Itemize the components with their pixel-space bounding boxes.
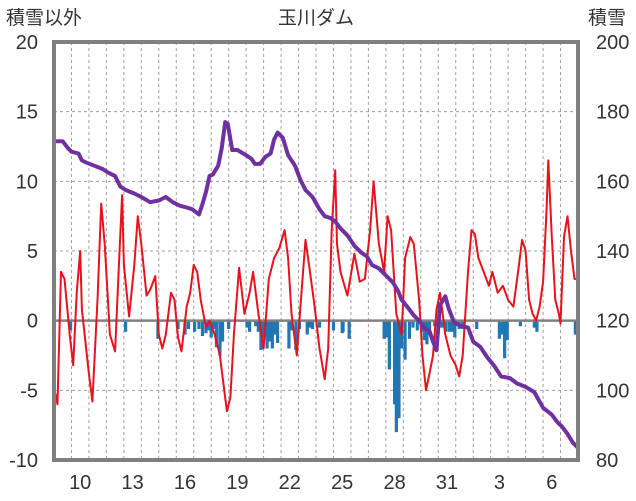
- y-right-tick-label: 200: [596, 32, 629, 54]
- precip-bar: [425, 320, 429, 345]
- precip-bar: [411, 320, 415, 328]
- precip-bar: [268, 320, 272, 342]
- precip-bar: [227, 320, 231, 330]
- precip-bar: [387, 320, 391, 370]
- precip-bar: [270, 320, 274, 349]
- y-left-tick-label: -10: [9, 450, 38, 472]
- precip-bar: [532, 320, 536, 328]
- x-tick-label: 25: [331, 472, 353, 494]
- x-tick-label: 3: [494, 472, 505, 494]
- x-axis-ticks: 10 13 16 19 22 25 28 31 3 6: [69, 472, 557, 494]
- precip-bar: [497, 320, 501, 339]
- precip-bar: [289, 320, 294, 331]
- y-left-tick-label: 20: [16, 32, 38, 54]
- x-tick-label: 31: [436, 472, 458, 494]
- precip-bar: [518, 320, 522, 327]
- precip-bar: [503, 320, 507, 359]
- y-axis-right-ticks: 200 180 160 140 120 100 80: [596, 32, 629, 472]
- precip-bar: [394, 320, 398, 433]
- y-axis-left-ticks: 20 15 10 5 0 -5 -10: [9, 32, 38, 472]
- precip-bar: [317, 320, 322, 328]
- series-line-snow: [52, 120, 580, 450]
- precip-bar: [305, 320, 309, 335]
- precip-bar: [450, 320, 454, 332]
- x-tick-label: 10: [69, 472, 91, 494]
- precip-bar: [206, 320, 211, 331]
- y-right-tick-label: 100: [596, 380, 629, 402]
- precip-bar: [176, 320, 180, 330]
- y-right-tick-label: 180: [596, 102, 629, 124]
- precip-bar: [220, 320, 225, 342]
- precip-bar: [448, 320, 452, 332]
- y-right-tick-label: 140: [596, 241, 629, 263]
- precip-bar: [245, 320, 249, 328]
- precip-bar: [197, 320, 201, 330]
- precip-bar: [200, 320, 205, 336]
- y-left-tick-label: -5: [20, 380, 38, 402]
- precip-bar: [68, 320, 73, 331]
- precip-bar: [275, 320, 280, 343]
- precip-bar: [415, 320, 419, 331]
- y-left-tick-label: 0: [27, 311, 38, 333]
- y-left-tick-label: 15: [16, 102, 38, 124]
- precip-bar: [382, 320, 386, 339]
- precip-bar: [331, 320, 336, 331]
- y-right-tick-label: 120: [596, 311, 629, 333]
- series-line-temp: [53, 159, 578, 413]
- precip-bar: [407, 320, 412, 339]
- precip-bar: [444, 320, 448, 332]
- precip-bar: [193, 320, 197, 332]
- x-tick-label: 28: [383, 472, 405, 494]
- gridlines: [54, 42, 578, 460]
- precip-bar: [505, 320, 509, 341]
- y-left-tick-label: 5: [27, 241, 38, 263]
- precip-bar: [341, 320, 345, 332]
- precip-bar: [209, 320, 213, 338]
- x-tick-label: 16: [174, 472, 196, 494]
- x-tick-label: 6: [546, 472, 557, 494]
- precip-bar: [393, 320, 397, 405]
- precip-bar: [440, 320, 444, 328]
- x-tick-label: 22: [279, 472, 301, 494]
- precip-bar: [212, 320, 216, 330]
- precip-bar: [573, 320, 577, 335]
- precip-bar: [453, 320, 457, 338]
- y-left-label: 積雪以外: [6, 7, 82, 29]
- precip-bar: [248, 320, 252, 332]
- y-right-tick-label: 80: [596, 450, 618, 472]
- x-tick-label: 19: [226, 472, 248, 494]
- precip-bar: [403, 320, 407, 360]
- precip-bar: [385, 320, 389, 338]
- precip-bar: [124, 320, 128, 332]
- precip-bar: [535, 320, 539, 332]
- precip-bar: [214, 320, 219, 348]
- precip-bar: [310, 320, 315, 330]
- precip-bar: [500, 320, 504, 335]
- precip-bar: [186, 320, 191, 330]
- precip-bar: [262, 320, 266, 338]
- precip-bar: [422, 320, 426, 341]
- precip-bar: [254, 320, 258, 327]
- precip-bar: [294, 320, 298, 350]
- precip-bar: [397, 320, 401, 419]
- chart-title: 玉川ダム: [278, 7, 354, 29]
- precip-bar: [475, 320, 479, 330]
- precip-bar: [265, 320, 269, 349]
- precip-bar: [218, 320, 222, 356]
- precip-bar: [256, 320, 260, 332]
- plot-frame: [52, 40, 580, 462]
- precip-bar: [427, 320, 432, 335]
- precip-bar: [308, 320, 312, 328]
- y-right-tick-label: 160: [596, 171, 629, 193]
- precip-bar: [273, 320, 277, 335]
- precip-bar: [347, 320, 351, 339]
- precip-bar: [287, 320, 291, 349]
- x-tick-label: 13: [121, 472, 143, 494]
- y-right-label: 積雪: [588, 7, 626, 29]
- y-left-tick-label: 10: [16, 171, 38, 193]
